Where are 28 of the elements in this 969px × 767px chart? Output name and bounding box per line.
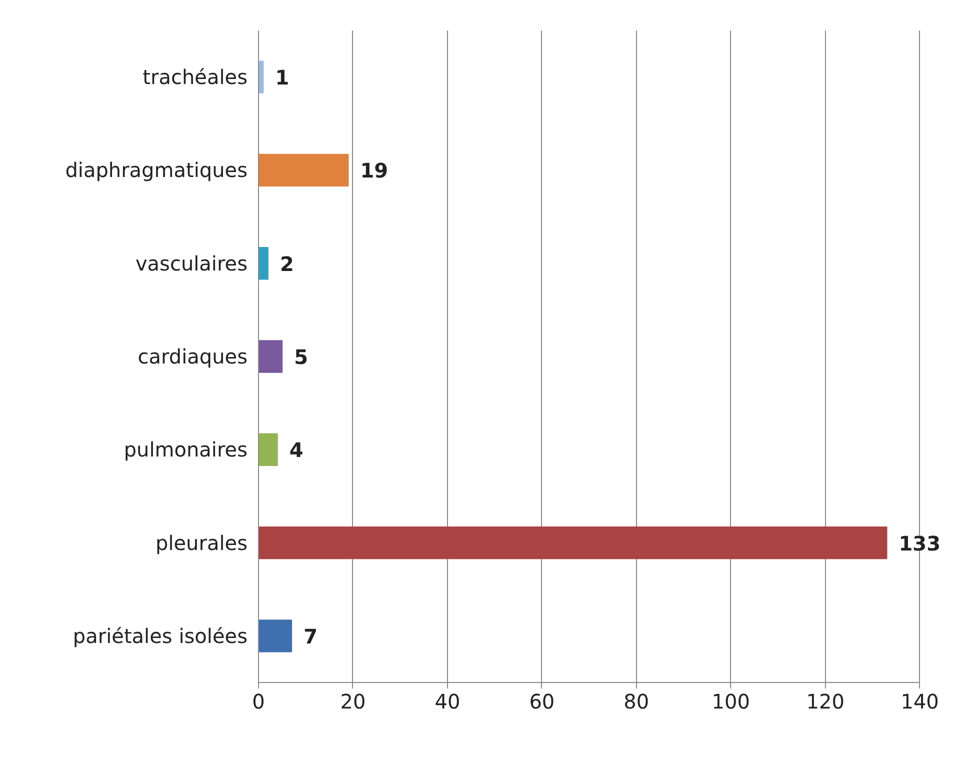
y-tick-label: pariétales isolées [72, 624, 248, 648]
y-tick-label: diaphragmatiques [65, 158, 248, 182]
y-tick-label: trachéales [142, 65, 248, 90]
y-tick-label: vasculaires [135, 251, 248, 276]
x-tick-label: 80 [624, 690, 650, 714]
bar [258, 526, 888, 560]
x-tick-label: 20 [340, 690, 366, 714]
data-label: 4 [289, 438, 304, 462]
bar [258, 433, 278, 466]
x-tick-label: 60 [529, 690, 555, 714]
bar [258, 620, 292, 652]
x-tick-label: 140 [900, 690, 939, 714]
y-tick-label: pulmonaires [124, 438, 248, 462]
y-tick-label: cardiaques [138, 344, 248, 368]
data-label: 1 [275, 66, 290, 90]
x-tick-label: 0 [252, 690, 265, 714]
x-tick-label: 40 [434, 690, 460, 714]
y-tick-label: pleurales [156, 530, 248, 555]
bar [258, 247, 268, 280]
data-label: 7 [304, 624, 318, 648]
data-label: 2 [280, 252, 294, 276]
bar [258, 154, 349, 187]
data-label: 19 [360, 158, 388, 183]
x-tick-label: 100 [712, 690, 750, 714]
x-tick-label: 120 [806, 690, 844, 714]
data-label: 5 [294, 345, 308, 369]
data-label: 133 [898, 531, 941, 556]
bar [258, 340, 283, 373]
